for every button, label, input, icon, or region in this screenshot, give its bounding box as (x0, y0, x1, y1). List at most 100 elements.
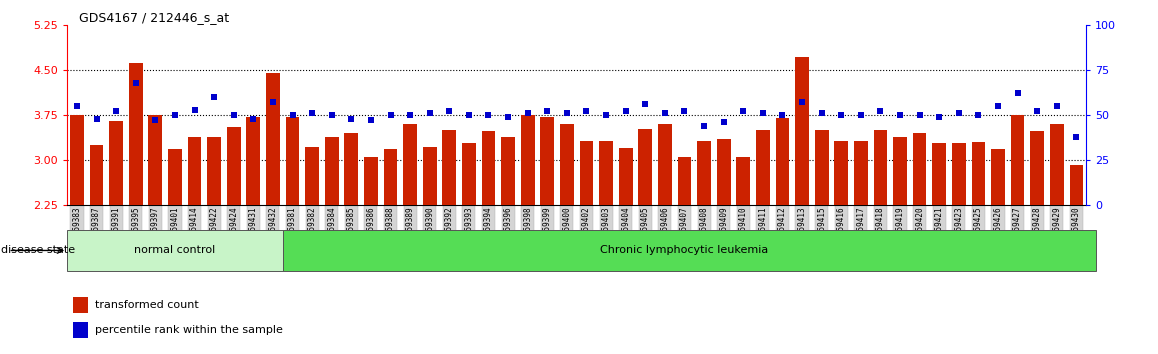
Bar (89, 145, 103, 205)
Bar (247, 117, 261, 205)
Bar (913, 133, 926, 205)
Bar (462, 143, 476, 205)
Point (831, 112, 850, 118)
Text: percentile rank within the sample: percentile rank within the sample (95, 325, 283, 335)
Point (205, 94, 223, 100)
Bar (580, 141, 593, 205)
Bar (383, 149, 397, 205)
Point (166, 112, 184, 118)
Text: normal control: normal control (134, 245, 215, 256)
Bar (853, 141, 867, 205)
Point (519, 110, 537, 116)
Point (264, 99, 283, 105)
Point (596, 112, 615, 118)
Point (871, 109, 889, 114)
Bar (736, 156, 750, 205)
Point (420, 110, 439, 116)
Point (67, 103, 86, 109)
Bar (618, 148, 632, 205)
Bar (482, 131, 496, 205)
Point (244, 116, 263, 121)
Point (793, 99, 812, 105)
Bar (227, 127, 241, 205)
Point (930, 114, 948, 120)
Bar (423, 147, 437, 205)
Point (1068, 134, 1086, 139)
Point (1048, 103, 1067, 109)
Bar (286, 117, 300, 205)
Point (774, 112, 792, 118)
Point (361, 118, 380, 123)
Bar (442, 130, 456, 205)
Bar (756, 130, 770, 205)
Point (342, 116, 360, 121)
Bar (129, 63, 142, 205)
Bar (560, 124, 573, 205)
Point (577, 109, 595, 114)
Bar (521, 115, 535, 205)
Bar (501, 137, 515, 205)
Point (636, 101, 654, 107)
Bar (266, 73, 280, 205)
Point (655, 110, 674, 116)
Point (284, 112, 302, 118)
Bar (952, 143, 966, 205)
Bar (599, 141, 613, 205)
Bar (991, 149, 1005, 205)
Point (303, 110, 322, 116)
Point (126, 80, 145, 85)
Bar (71, 115, 83, 205)
FancyBboxPatch shape (67, 230, 283, 271)
Point (734, 109, 753, 114)
Bar (1050, 124, 1064, 205)
Point (401, 112, 419, 118)
Point (910, 112, 929, 118)
Bar (893, 137, 907, 205)
Point (891, 112, 909, 118)
Bar (168, 149, 182, 205)
Bar (403, 124, 417, 205)
Point (499, 114, 518, 120)
Point (714, 119, 733, 125)
Text: GDS4167 / 212446_s_at: GDS4167 / 212446_s_at (79, 11, 229, 24)
Bar (972, 142, 985, 205)
Point (950, 110, 968, 116)
Point (754, 110, 772, 116)
Point (87, 116, 105, 121)
Text: Chronic lymphocytic leukemia: Chronic lymphocytic leukemia (600, 245, 769, 256)
Point (969, 112, 988, 118)
Point (185, 107, 204, 113)
Bar (306, 147, 318, 205)
Bar (873, 130, 887, 205)
Bar (364, 156, 378, 205)
Point (322, 112, 340, 118)
Point (440, 109, 459, 114)
Bar (638, 129, 652, 205)
Bar (815, 130, 828, 205)
Bar (776, 118, 790, 205)
Point (851, 112, 870, 118)
Bar (677, 156, 691, 205)
Point (616, 109, 635, 114)
Bar (1031, 131, 1045, 205)
Bar (344, 133, 358, 205)
Bar (697, 141, 711, 205)
Bar (1011, 115, 1025, 205)
Point (107, 109, 125, 114)
Point (538, 109, 557, 114)
Bar (658, 124, 672, 205)
Point (989, 103, 1007, 109)
Point (695, 123, 713, 129)
Text: disease state: disease state (1, 245, 75, 256)
Bar (109, 121, 123, 205)
Point (1009, 91, 1027, 96)
Point (675, 109, 694, 114)
Point (146, 118, 164, 123)
Bar (325, 137, 338, 205)
Bar (717, 139, 731, 205)
Bar (207, 137, 221, 205)
FancyBboxPatch shape (283, 230, 1095, 271)
Point (813, 110, 831, 116)
Point (460, 112, 478, 118)
Point (1028, 109, 1047, 114)
